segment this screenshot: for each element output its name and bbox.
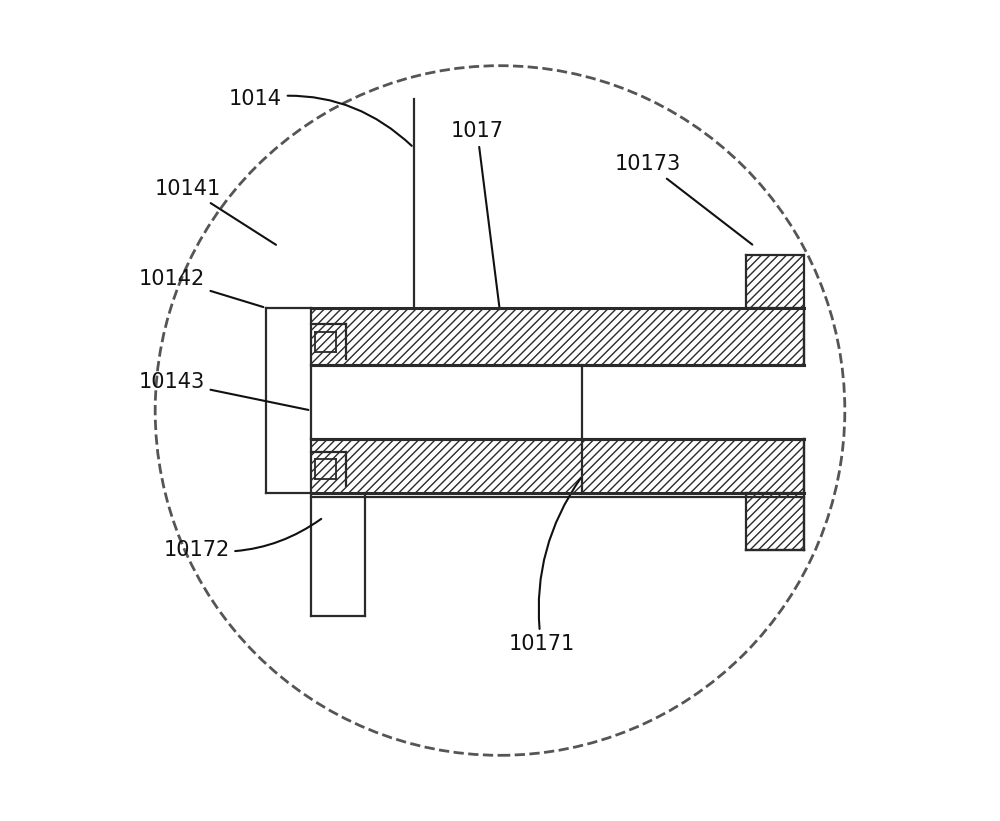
Text: 10171: 10171: [508, 479, 581, 654]
Text: 10142: 10142: [139, 269, 263, 307]
Text: 10172: 10172: [163, 519, 321, 560]
Bar: [311, 439, 804, 493]
Text: 10173: 10173: [615, 154, 752, 245]
Bar: [746, 255, 804, 308]
Bar: [311, 308, 804, 365]
Text: 10141: 10141: [155, 179, 276, 245]
Text: 1017: 1017: [451, 122, 504, 310]
Bar: [746, 493, 804, 550]
Text: 10143: 10143: [139, 372, 308, 410]
Text: 1014: 1014: [229, 89, 412, 146]
